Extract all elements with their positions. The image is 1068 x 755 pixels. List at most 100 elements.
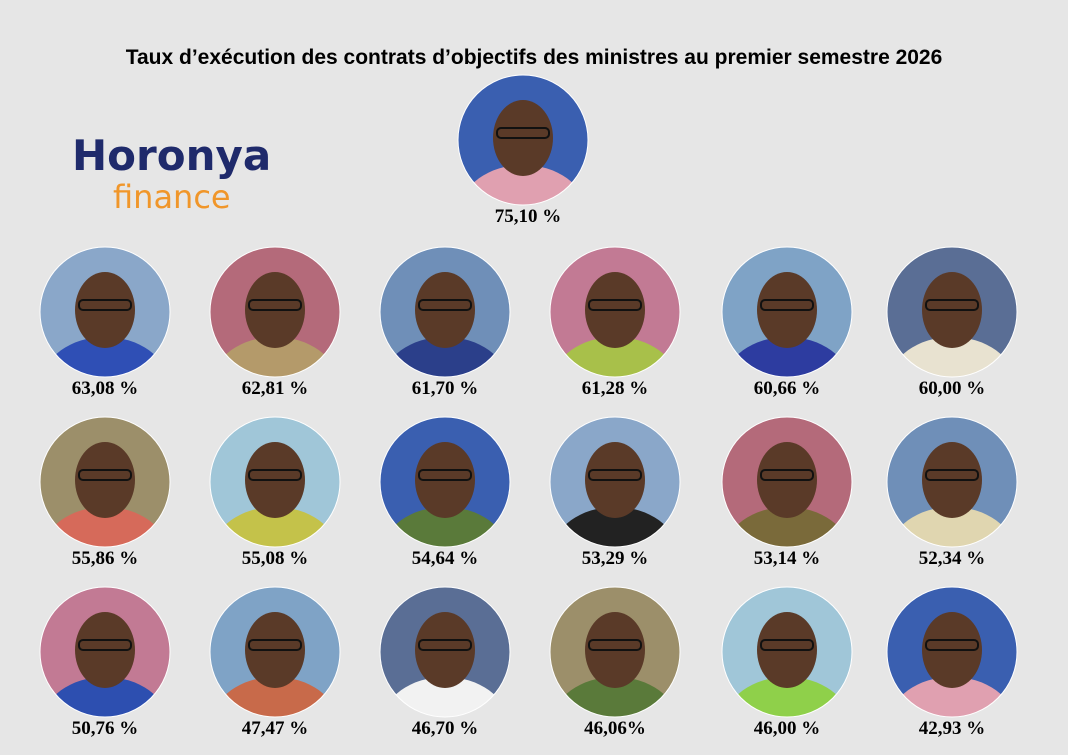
portrait bbox=[722, 247, 852, 377]
rate-label: 61,70 % bbox=[412, 378, 479, 399]
portrait-border bbox=[379, 246, 511, 378]
portrait-glasses bbox=[760, 639, 814, 651]
portrait-glasses bbox=[588, 469, 642, 481]
portrait-body bbox=[553, 337, 677, 377]
portrait-body bbox=[383, 337, 507, 377]
portrait-body bbox=[725, 337, 849, 377]
portrait bbox=[550, 247, 680, 377]
portrait-glasses bbox=[78, 469, 132, 481]
rate-label: 62,81 % bbox=[242, 378, 309, 399]
portrait bbox=[380, 587, 510, 717]
portrait-glasses bbox=[925, 639, 979, 651]
portrait bbox=[722, 587, 852, 717]
portrait-border bbox=[39, 416, 171, 548]
portrait-border bbox=[39, 246, 171, 378]
rate-label: 52,34 % bbox=[919, 548, 986, 569]
portrait-body bbox=[553, 677, 677, 717]
portrait-border bbox=[549, 586, 681, 718]
rate-label: 47,47 % bbox=[242, 718, 309, 739]
portrait bbox=[722, 417, 852, 547]
portrait-body bbox=[725, 507, 849, 547]
portrait-border bbox=[209, 246, 341, 378]
portrait-body bbox=[890, 337, 1014, 377]
rate-label: 61,28 % bbox=[582, 378, 649, 399]
portrait bbox=[40, 417, 170, 547]
portrait-body bbox=[553, 507, 677, 547]
portrait bbox=[40, 247, 170, 377]
portrait-body bbox=[213, 677, 337, 717]
title: Taux d’exécution des contrats d’objectif… bbox=[126, 46, 943, 69]
portrait-border bbox=[457, 74, 589, 206]
rate-label: 53,14 % bbox=[754, 548, 821, 569]
portrait-glasses bbox=[418, 299, 472, 311]
portrait-glasses bbox=[418, 639, 472, 651]
portrait bbox=[458, 75, 588, 205]
minister-grid: 75,10 % 63,08 % 62,81 % 61,70 % 61,28 % 60,66… bbox=[39, 74, 1018, 739]
portrait-border bbox=[209, 586, 341, 718]
portrait bbox=[210, 587, 340, 717]
rate-label: 63,08 % bbox=[72, 378, 139, 399]
rate-label: 55,86 % bbox=[72, 548, 139, 569]
portrait-border bbox=[721, 416, 853, 548]
portrait-border bbox=[549, 416, 681, 548]
portrait-body bbox=[890, 507, 1014, 547]
portrait-border bbox=[209, 416, 341, 548]
portrait-border bbox=[721, 246, 853, 378]
portrait-glasses bbox=[588, 639, 642, 651]
portrait-border bbox=[721, 586, 853, 718]
portrait-body bbox=[383, 507, 507, 547]
portrait bbox=[550, 587, 680, 717]
portrait-glasses bbox=[78, 299, 132, 311]
portrait-glasses bbox=[760, 299, 814, 311]
portrait bbox=[210, 417, 340, 547]
rate-label: 75,10 % bbox=[495, 206, 562, 227]
portrait bbox=[380, 417, 510, 547]
rate-label: 42,93 % bbox=[919, 718, 986, 739]
portrait-body bbox=[890, 677, 1014, 717]
portrait-body bbox=[383, 677, 507, 717]
portrait-border bbox=[39, 586, 171, 718]
portrait-glasses bbox=[925, 469, 979, 481]
portrait-glasses bbox=[248, 639, 302, 651]
portrait bbox=[40, 587, 170, 717]
rate-label: 60,66 % bbox=[754, 378, 821, 399]
portrait-glasses bbox=[78, 639, 132, 651]
portrait-body bbox=[461, 165, 585, 205]
portrait-body bbox=[725, 677, 849, 717]
portrait bbox=[887, 247, 1017, 377]
portrait-border bbox=[379, 586, 511, 718]
portrait-body bbox=[43, 337, 167, 377]
portrait-body bbox=[43, 677, 167, 717]
portrait-border bbox=[379, 416, 511, 548]
portrait-body bbox=[213, 507, 337, 547]
portrait-border bbox=[886, 416, 1018, 548]
portrait-glasses bbox=[760, 469, 814, 481]
portrait bbox=[887, 587, 1017, 717]
portrait-glasses bbox=[418, 469, 472, 481]
rate-label: 53,29 % bbox=[582, 548, 649, 569]
portrait bbox=[550, 417, 680, 547]
rate-label: 55,08 % bbox=[242, 548, 309, 569]
rate-label: 54,64 % bbox=[412, 548, 479, 569]
portrait-body bbox=[213, 337, 337, 377]
portrait-glasses bbox=[588, 299, 642, 311]
portrait-glasses bbox=[925, 299, 979, 311]
portrait-border bbox=[886, 246, 1018, 378]
rate-label: 50,76 % bbox=[72, 718, 139, 739]
portrait bbox=[380, 247, 510, 377]
rate-label: 46,00 % bbox=[754, 718, 821, 739]
rate-label: 60,00 % bbox=[919, 378, 986, 399]
portrait-glasses bbox=[248, 469, 302, 481]
portrait-body bbox=[43, 507, 167, 547]
portrait bbox=[887, 417, 1017, 547]
rate-label: 46,70 % bbox=[412, 718, 479, 739]
logo-brand: Horonya bbox=[72, 131, 271, 180]
portrait bbox=[210, 247, 340, 377]
portrait-glasses bbox=[496, 127, 550, 139]
portrait-border bbox=[886, 586, 1018, 718]
rate-label: 46,06% bbox=[584, 718, 646, 739]
logo-sub: finance bbox=[113, 178, 231, 216]
portrait-glasses bbox=[248, 299, 302, 311]
portrait-border bbox=[549, 246, 681, 378]
